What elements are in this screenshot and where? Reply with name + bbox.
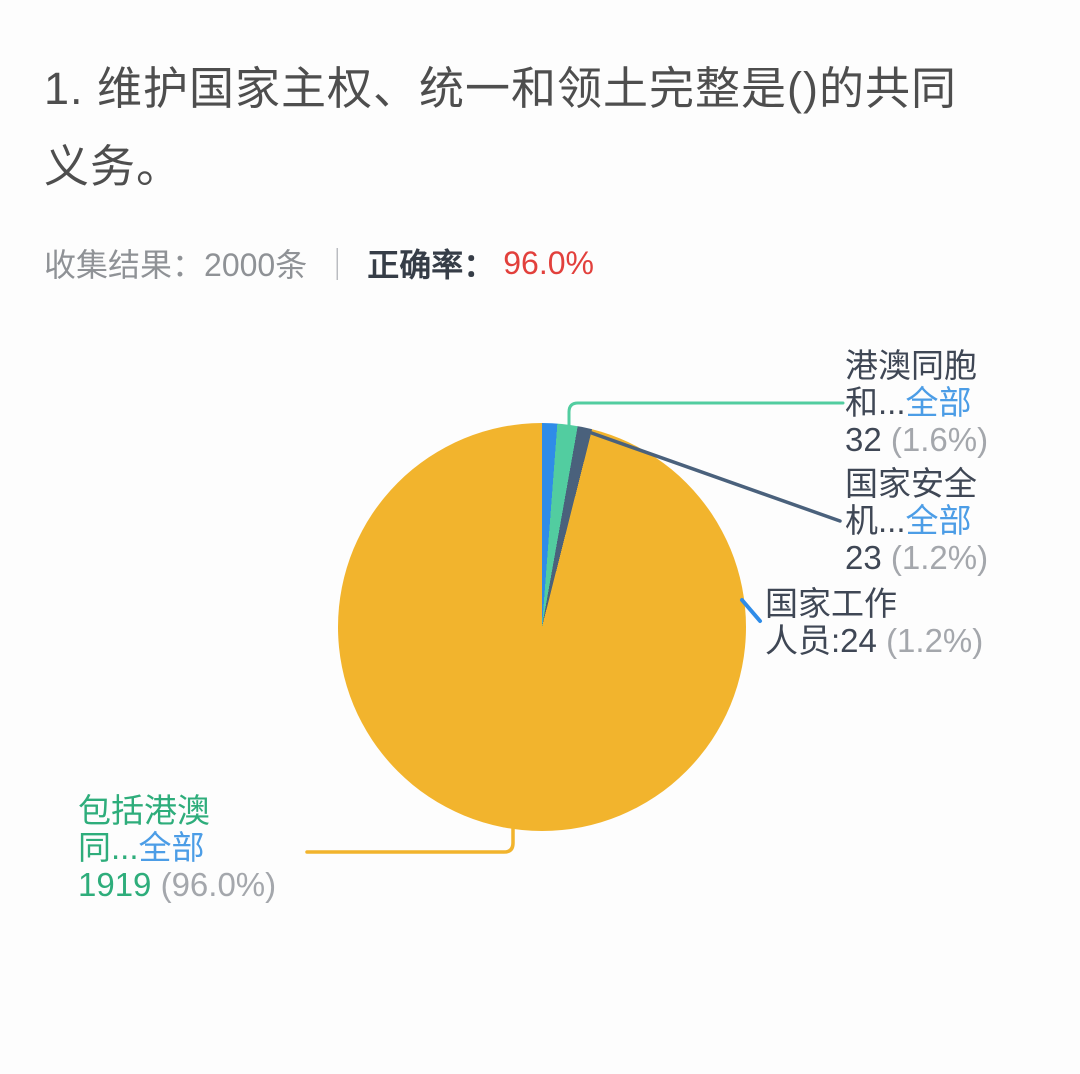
collected-label: 收集结果：: [44, 247, 205, 283]
view-all-link[interactable]: 全部: [138, 829, 205, 866]
callout-option-gang-ao: 港澳同胞 和...全部 32 (1.6%): [845, 347, 988, 458]
callout-label-line1: 国家安全: [845, 465, 977, 502]
question-title-line1: 1. 维护国家主权、统一和领土完整是()的共同: [44, 63, 958, 114]
stats-row: 收集结果： 2000条 ｜ 正确率： 96.0%: [44, 240, 594, 286]
collected-value: 2000条: [204, 247, 308, 283]
view-all-link[interactable]: 全部: [905, 502, 972, 539]
leader-line-yellow: [305, 824, 515, 854]
callout-label-rest: 人员:: [765, 622, 841, 659]
callout-percent: (1.2%): [886, 622, 984, 659]
accuracy-value: 96.0%: [503, 244, 594, 281]
callout-value-line: 人员:24 (1.2%): [765, 622, 983, 659]
callout-option-baokuo-gang-ao: 包括港澳 同...全部 1919 (96.0%): [78, 792, 276, 903]
callout-value-line: 1919 (96.0%): [78, 866, 276, 903]
question-title-line2: 义务。: [44, 141, 183, 192]
callout-label-line2: 同...全部: [78, 829, 276, 866]
callout-option-guojia-anquan: 国家安全 机...全部 23 (1.2%): [845, 465, 988, 576]
callout-count: 1919: [78, 866, 152, 903]
callout-percent: (1.6%): [890, 421, 989, 458]
callout-label-line1: 包括港澳: [78, 792, 210, 829]
callout-count: 24: [840, 622, 877, 659]
callout-value-line: 32 (1.6%): [845, 421, 988, 458]
callout-option-guojia-gongzuo: 国家工作 人员:24 (1.2%): [765, 585, 983, 659]
callout-label-line2: 机...全部: [845, 502, 988, 539]
leader-line-teal: [567, 401, 845, 434]
callout-label-truncated: 同...: [78, 829, 139, 866]
callout-label-truncated: 和...: [845, 384, 906, 421]
callout-label-line2: 和...全部: [845, 384, 988, 421]
pie-chart[interactable]: [338, 423, 746, 831]
view-all-link[interactable]: 全部: [905, 384, 972, 421]
question-title: 1. 维护国家主权、统一和领土完整是()的共同 义务。: [44, 50, 1054, 206]
callout-count: 23: [845, 539, 882, 576]
callout-percent: (96.0%): [160, 866, 277, 903]
callout-count: 32: [845, 421, 882, 458]
stats-divider: ｜: [321, 247, 354, 283]
callout-value-line: 23 (1.2%): [845, 539, 988, 576]
callout-label-truncated: 机...: [845, 502, 906, 539]
callout-label-line1: 港澳同胞: [845, 347, 977, 384]
callout-label-line1: 国家工作: [765, 585, 897, 622]
callout-percent: (1.2%): [890, 539, 989, 576]
accuracy-label: 正确率：: [367, 247, 496, 283]
